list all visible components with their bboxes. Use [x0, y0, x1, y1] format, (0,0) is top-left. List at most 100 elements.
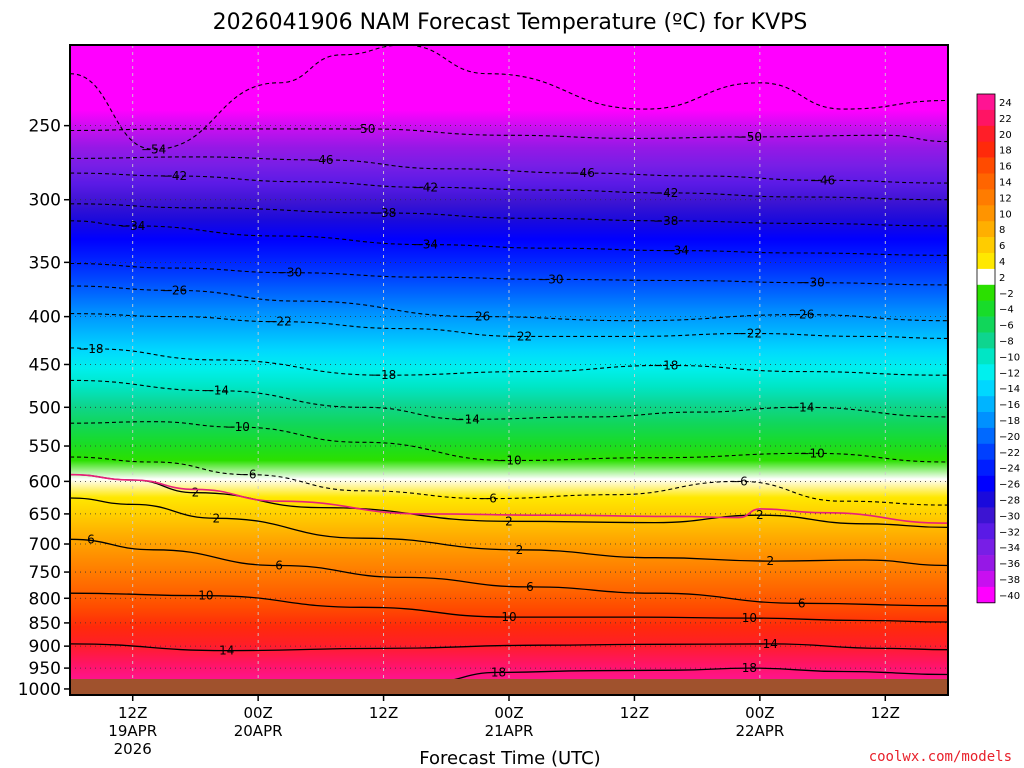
contour-label: −10 [225, 420, 250, 434]
colorbar-label: −28 [999, 495, 1020, 506]
y-tick-label: 650 [29, 505, 61, 525]
contour-label: −6 [239, 468, 257, 482]
colorbar-swatch [977, 141, 995, 158]
x-tick-label: 21APR [485, 722, 534, 740]
contour-label: 18 [491, 665, 506, 679]
contour-label: 2 [756, 508, 764, 522]
contour-label: −30 [799, 276, 824, 290]
contour-minus-6 [70, 456, 948, 506]
colorbar-swatch [977, 380, 995, 397]
x-tick-label: 12Z [871, 704, 900, 722]
contour-label: −30 [538, 272, 563, 286]
y-tick-label: 300 [29, 191, 61, 211]
y-tick-label: 750 [29, 563, 61, 583]
contour-label: 2 [192, 486, 200, 500]
colorbar-label: −24 [999, 464, 1020, 475]
contour-label: 2 [516, 543, 524, 557]
contour-label: −22 [737, 327, 762, 341]
colorbar-label: −16 [999, 400, 1020, 411]
contour-label: 2 [213, 511, 221, 525]
contour-label: −18 [371, 368, 396, 382]
x-tick-label: 20APR [234, 722, 283, 740]
contour-plus-6 [70, 538, 948, 607]
colorbar-label: −40 [999, 591, 1020, 602]
contour-minus-50 [70, 128, 948, 143]
colorbar-label: −10 [999, 352, 1020, 363]
colorbar-label: 12 [999, 193, 1012, 204]
chart-title: 2026041906 NAM Forecast Temperature (ºC)… [213, 10, 808, 35]
x-tick-label: 12Z [118, 704, 147, 722]
colorbar-label: −18 [999, 416, 1020, 427]
colorbar-swatch [977, 571, 995, 588]
y-tick-label: 950 [29, 659, 61, 679]
x-tick-label: 00Z [745, 704, 774, 722]
watermark: coolwx.com/models [869, 749, 1012, 765]
x-axis-label: Forecast Time (UTC) [419, 748, 600, 768]
colorbar-swatch [977, 189, 995, 206]
contour-label: −46 [810, 173, 835, 187]
contour-label: 18 [742, 661, 757, 675]
colorbar-label: 10 [999, 209, 1012, 220]
y-tick-label: 600 [29, 472, 61, 492]
contour-label: −22 [507, 329, 532, 343]
y-tick-label: 1000 [18, 680, 61, 700]
colorbar-label: 14 [999, 177, 1012, 188]
x-tick-label: 12Z [620, 704, 649, 722]
colorbar-swatch [977, 94, 995, 111]
plot-area: −54 −50 −50 −46 −46 −46 −42 −42 −42 −38 −38 −34 −34 −… [70, 45, 948, 695]
colorbar-swatch [977, 412, 995, 429]
contour-label: 2 [766, 554, 774, 568]
contour-label: −34 [413, 238, 438, 252]
colorbar-swatch [977, 253, 995, 270]
contour-label: −34 [664, 244, 689, 258]
contour-label: −50 [737, 130, 762, 144]
colorbar-swatch [977, 109, 995, 127]
colorbar-swatch [977, 586, 995, 604]
contour-label: −6 [730, 474, 748, 488]
y-tick-label: 400 [29, 308, 61, 328]
colorbar-swatch [977, 427, 995, 445]
colorbar-label: −26 [999, 480, 1020, 491]
colorbar-swatch [977, 443, 995, 460]
contour-label: −26 [465, 310, 490, 324]
contour-label: 14 [219, 644, 234, 658]
contour-minus-34 [70, 220, 948, 256]
colorbar-label: −14 [999, 384, 1020, 395]
contour-label: −10 [496, 454, 521, 468]
contour-label: −42 [413, 180, 438, 194]
contour-lines: −54 −50 −50 −46 −46 −46 −42 −42 −42 −38 −38 −34 −34 −… [70, 45, 948, 695]
colorbar-label: −12 [999, 368, 1020, 379]
colorbar-swatch [977, 221, 995, 238]
contour-minus-18 [70, 347, 948, 376]
contour-label: 10 [198, 589, 213, 603]
colorbar-swatch [977, 523, 995, 540]
contour-minus-46 [70, 156, 948, 184]
y-tick-label: 550 [29, 437, 61, 457]
contour-label: 10 [501, 610, 516, 624]
colorbar-label: 6 [999, 241, 1005, 252]
contour-minus-10 [70, 421, 948, 463]
contour-label: −30 [277, 266, 302, 280]
colorbar-swatch [977, 300, 995, 317]
contour-label: −54 [141, 142, 166, 156]
contour-label: 14 [763, 637, 778, 651]
colorbar-label: 8 [999, 225, 1005, 236]
x-tick-label: 22APR [735, 722, 784, 740]
y-tick-label: 700 [29, 535, 61, 555]
contour-label: −38 [653, 214, 678, 228]
colorbar-swatch [977, 125, 995, 142]
contour-label: −6 [479, 492, 497, 506]
y-tick-label: 900 [29, 637, 61, 657]
colorbar-label: 18 [999, 146, 1012, 157]
x-tick-label: 12Z [369, 704, 398, 722]
contour-plus-2-lower [70, 497, 948, 567]
contour-label: −14 [204, 384, 229, 398]
contour-label: −42 [162, 169, 187, 183]
contour-label: −18 [653, 358, 678, 372]
x-tick-label: 00Z [494, 704, 523, 722]
colorbar-label: −34 [999, 543, 1020, 554]
colorbar-label: −30 [999, 511, 1020, 522]
x-tick-label: 19APR [108, 722, 157, 740]
contour-label: −38 [371, 206, 396, 220]
